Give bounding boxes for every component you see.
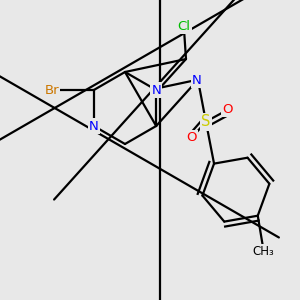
Text: N: N (151, 83, 161, 97)
Text: N: N (89, 119, 99, 133)
Text: Br: Br (44, 83, 59, 97)
Text: O: O (223, 103, 233, 116)
Text: Cl: Cl (178, 20, 190, 32)
Text: O: O (187, 131, 197, 144)
Text: N: N (192, 74, 202, 87)
Text: CH₃: CH₃ (252, 245, 274, 258)
Text: S: S (201, 114, 211, 129)
